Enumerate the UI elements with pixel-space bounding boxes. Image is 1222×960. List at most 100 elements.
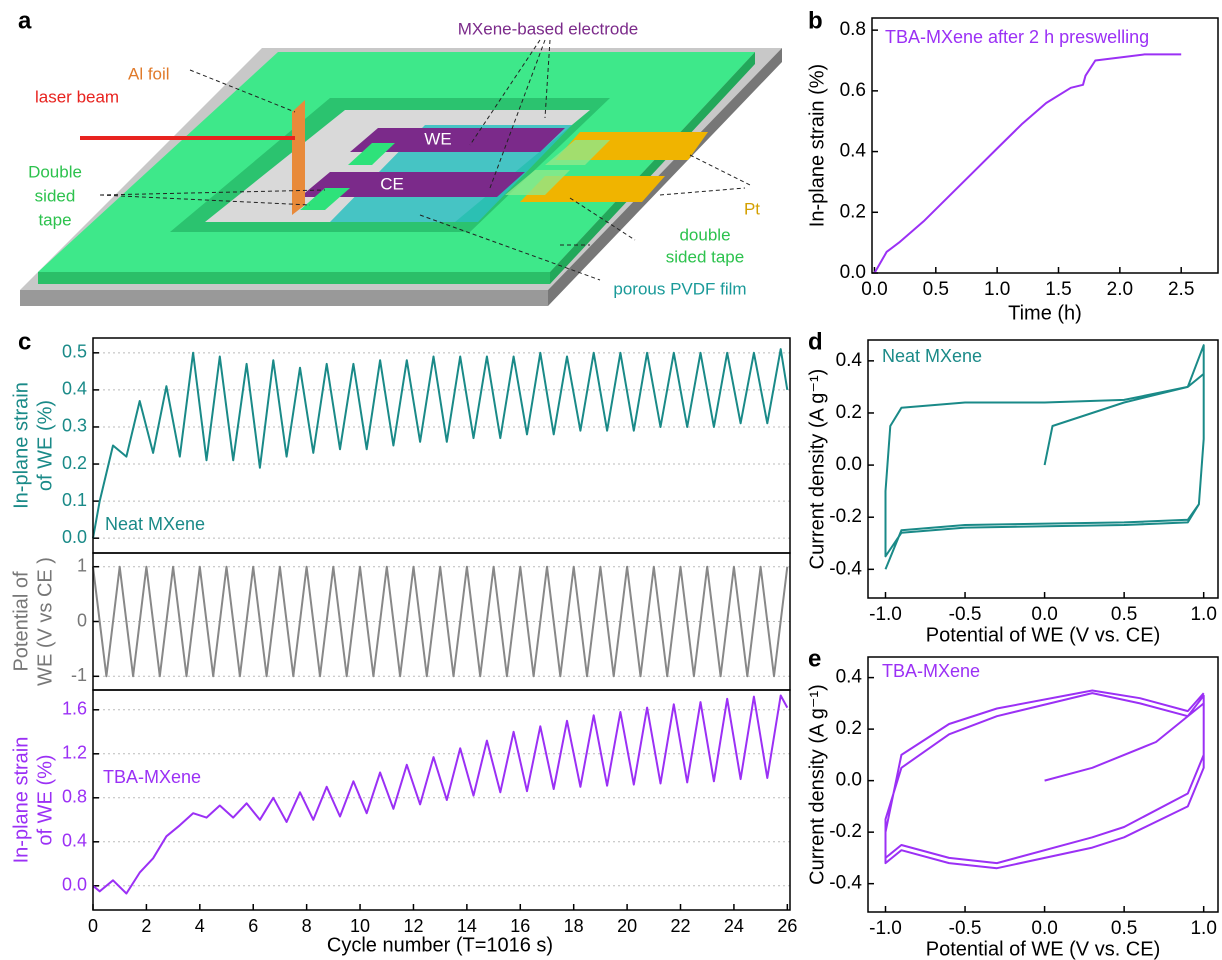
tape-side bbox=[550, 52, 755, 284]
x-tick-label: 6 bbox=[248, 916, 258, 936]
x-tick-label: 26 bbox=[777, 916, 797, 936]
ce-electrode bbox=[300, 172, 525, 197]
panel-label: e bbox=[808, 645, 821, 672]
line bbox=[873, 53, 1182, 274]
x-tick-label: 0.0 bbox=[1031, 918, 1057, 939]
line bbox=[884, 689, 1205, 870]
x-tick-label: 2.5 bbox=[1168, 279, 1194, 300]
label: porous PVDF film bbox=[613, 279, 746, 298]
y-tick-label: 0.4 bbox=[62, 831, 87, 851]
y-tick-label: 1.6 bbox=[62, 699, 87, 719]
label: Double bbox=[28, 162, 82, 181]
line bbox=[884, 344, 1205, 570]
label: sided bbox=[35, 186, 76, 205]
x-tick-label: 2.0 bbox=[1107, 279, 1133, 300]
panel-label: c bbox=[18, 328, 31, 355]
x-tick-label: 18 bbox=[564, 916, 584, 936]
x-axis-label: Potential of WE (V vs. CE) bbox=[926, 624, 1161, 646]
label: CE bbox=[380, 174, 404, 193]
x-tick-label: -1.0 bbox=[869, 918, 902, 939]
y-tick-label: 0.2 bbox=[62, 453, 87, 473]
y-tick-label: 0.0 bbox=[62, 875, 87, 895]
label: Pt bbox=[744, 199, 760, 218]
y-tick-label: 0.8 bbox=[840, 19, 866, 40]
line bbox=[92, 565, 789, 678]
leaders bbox=[99, 39, 751, 281]
y-axis-label: WE (V vs CE ) bbox=[34, 557, 56, 686]
x-axis-label: Time (h) bbox=[1008, 302, 1082, 324]
y-tick-label: 1 bbox=[77, 555, 87, 575]
y-tick-label: 0.1 bbox=[62, 490, 87, 510]
x-axis-label: Potential of WE (V vs. CE) bbox=[926, 938, 1161, 960]
y-tick-label: -0.4 bbox=[829, 873, 862, 894]
x-tick-label: 0.5 bbox=[1111, 604, 1137, 625]
x-tick-label: 1.5 bbox=[1045, 279, 1071, 300]
y-tick-label: 0.6 bbox=[840, 80, 866, 101]
tape-front bbox=[38, 272, 550, 284]
label: MXene-based electrode bbox=[458, 19, 639, 38]
x-axis-label: Cycle number (T=1016 s) bbox=[327, 934, 553, 956]
al-foil bbox=[292, 100, 305, 215]
y-axis-label: In-plane strain (%) bbox=[806, 64, 828, 227]
plot-frame bbox=[871, 17, 1219, 274]
y-tick-label: 0.4 bbox=[836, 350, 863, 371]
x-tick-label: 16 bbox=[510, 916, 530, 936]
label: tape bbox=[38, 210, 71, 229]
x-tick-label: 0 bbox=[88, 916, 98, 936]
y-tick-label: 0.0 bbox=[836, 770, 862, 791]
x-tick-label: -1.0 bbox=[869, 604, 902, 625]
x-tick-label: 8 bbox=[302, 916, 312, 936]
tape-block bbox=[348, 143, 395, 165]
y-tick-label: 0.4 bbox=[840, 141, 867, 162]
y-axis-label: Current density (A g⁻¹) bbox=[806, 684, 828, 885]
y-axis-label: of WE (%) bbox=[34, 400, 56, 491]
base-side bbox=[548, 48, 782, 306]
x-tick-label: -0.5 bbox=[949, 918, 982, 939]
line bbox=[92, 348, 789, 539]
annotation: Neat MXene bbox=[882, 346, 982, 366]
we-electrode bbox=[350, 128, 565, 152]
panel-label: d bbox=[808, 328, 823, 355]
x-tick-label: 4 bbox=[195, 916, 205, 936]
y-tick-label: 0.0 bbox=[840, 262, 866, 283]
label: double bbox=[679, 225, 730, 244]
x-tick-label: 1.0 bbox=[1190, 918, 1216, 939]
y-tick-label: 0.3 bbox=[62, 416, 87, 436]
x-tick-label: 0.0 bbox=[1031, 604, 1057, 625]
x-tick-label: 1.0 bbox=[1190, 604, 1216, 625]
x-tick-label: 20 bbox=[617, 916, 637, 936]
annotation: TBA-MXene bbox=[882, 661, 980, 681]
schematic bbox=[20, 39, 782, 306]
label: laser beam bbox=[35, 87, 119, 106]
y-axis-label: Potential of bbox=[10, 571, 32, 672]
x-tick-label: 0.5 bbox=[1111, 918, 1137, 939]
y-tick-label: 0.2 bbox=[836, 402, 862, 423]
tape-block bbox=[300, 188, 350, 210]
x-tick-label: 22 bbox=[670, 916, 690, 936]
y-tick-label: -1 bbox=[71, 665, 87, 685]
y-tick-label: 1.2 bbox=[62, 743, 87, 763]
label: sided tape bbox=[666, 247, 744, 266]
x-tick-label: -0.5 bbox=[949, 604, 982, 625]
x-tick-label: 1.0 bbox=[984, 279, 1010, 300]
line bbox=[92, 694, 789, 895]
y-tick-label: 0.0 bbox=[62, 527, 87, 547]
x-tick-label: 14 bbox=[457, 916, 477, 936]
y-tick-label: -0.4 bbox=[829, 558, 862, 579]
annotation: Neat MXene bbox=[105, 514, 205, 534]
plot-frame bbox=[92, 689, 791, 911]
panel-label: b bbox=[808, 7, 823, 34]
label: WE bbox=[424, 129, 451, 148]
y-tick-label: -0.2 bbox=[829, 821, 862, 842]
y-tick-label: 0 bbox=[77, 610, 87, 630]
y-axis-label: of WE (%) bbox=[34, 754, 56, 845]
y-tick-label: 0.2 bbox=[836, 718, 862, 739]
x-tick-label: 10 bbox=[350, 916, 370, 936]
label: Al foil bbox=[128, 64, 170, 83]
y-axis-label: In-plane strain bbox=[10, 382, 32, 509]
x-tick-label: 24 bbox=[724, 916, 744, 936]
y-axis-label: In-plane strain bbox=[10, 737, 32, 864]
x-tick-label: 2 bbox=[141, 916, 151, 936]
